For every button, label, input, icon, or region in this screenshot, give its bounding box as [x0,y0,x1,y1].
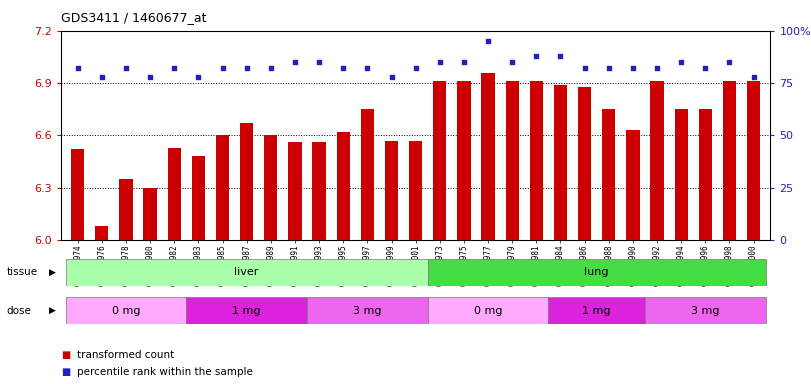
Bar [554,85,567,240]
Bar [530,81,543,240]
Text: 3 mg: 3 mg [691,306,719,316]
Point [337,65,350,71]
Point [192,74,205,80]
Point [723,59,736,65]
Point [650,65,663,71]
Bar [337,132,350,240]
Bar [427,297,548,324]
Bar [457,81,470,240]
Text: ■: ■ [61,367,70,377]
Point [554,53,567,59]
Bar [602,109,616,240]
Bar [95,226,109,240]
Point [361,65,374,71]
Bar [168,147,181,240]
Bar [482,73,495,240]
Point [119,65,132,71]
Bar [361,109,374,240]
Bar [289,142,302,240]
Bar [626,130,640,240]
Text: liver: liver [234,267,259,277]
Bar [264,136,277,240]
Point [675,59,688,65]
Bar [698,109,712,240]
Bar [650,81,663,240]
Point [264,65,277,71]
Point [168,65,181,71]
Bar [409,141,423,240]
Text: lung: lung [585,267,609,277]
Bar [578,86,591,240]
Point [71,65,84,71]
Bar [71,149,84,240]
Point [312,59,325,65]
Bar [216,136,230,240]
Bar [747,81,760,240]
Text: ▶: ▶ [49,306,55,315]
Point [626,65,639,71]
Text: 1 mg: 1 mg [582,306,611,316]
Text: ■: ■ [61,350,70,360]
Text: 1 mg: 1 mg [233,306,261,316]
Point [385,74,398,80]
Bar [312,142,326,240]
Text: ▶: ▶ [49,268,55,277]
Point [216,65,229,71]
Point [699,65,712,71]
Bar [307,297,427,324]
Bar [240,123,253,240]
Text: GDS3411 / 1460677_at: GDS3411 / 1460677_at [61,12,206,25]
Point [482,38,495,44]
Bar [548,297,645,324]
Text: 0 mg: 0 mg [112,306,140,316]
Bar [119,179,133,240]
Point [747,74,760,80]
Bar [66,297,187,324]
Text: 3 mg: 3 mg [353,306,382,316]
Bar [433,81,446,240]
Text: percentile rank within the sample: percentile rank within the sample [77,367,253,377]
Point [603,65,616,71]
Text: 0 mg: 0 mg [474,306,502,316]
Bar [191,156,205,240]
Bar [723,81,736,240]
Point [96,74,109,80]
Point [578,65,591,71]
Point [289,59,302,65]
Text: dose: dose [6,306,32,316]
Text: tissue: tissue [6,267,37,277]
Point [530,53,543,59]
Point [144,74,157,80]
Text: transformed count: transformed count [77,350,174,360]
Point [409,65,422,71]
Bar [144,188,157,240]
Bar [645,297,766,324]
Bar [505,81,519,240]
Bar [187,297,307,324]
Point [506,59,519,65]
Point [240,65,253,71]
Bar [427,259,766,286]
Bar [385,141,398,240]
Bar [66,259,427,286]
Bar [675,109,688,240]
Point [457,59,470,65]
Point [433,59,446,65]
